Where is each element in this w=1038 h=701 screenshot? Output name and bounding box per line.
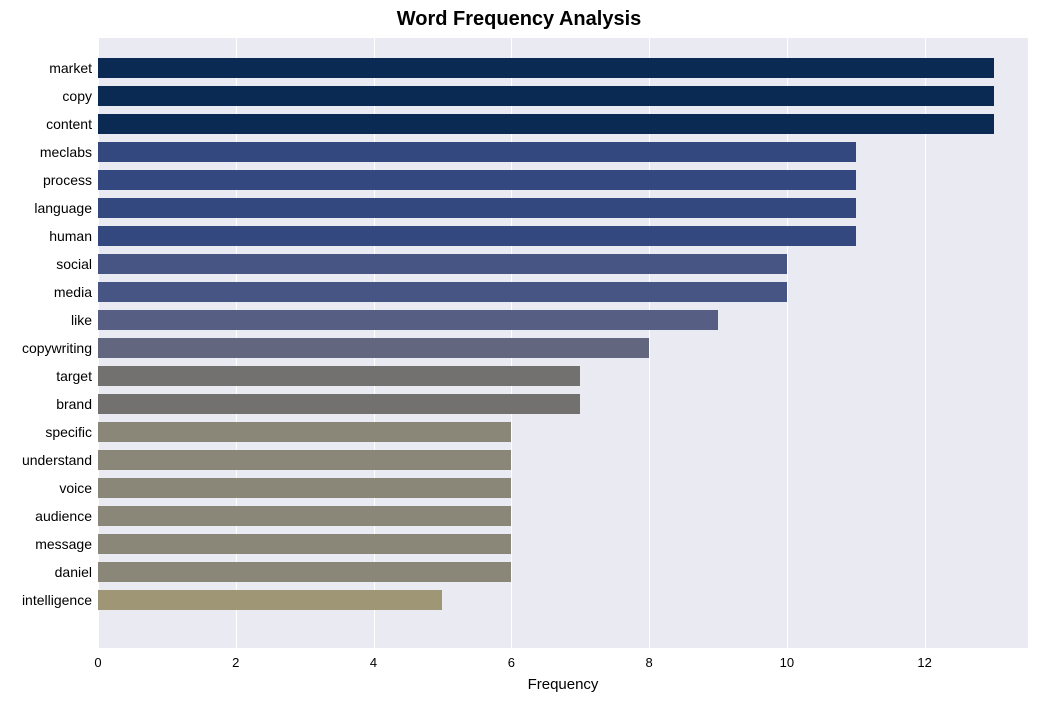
bar (98, 226, 856, 246)
bar (98, 282, 787, 302)
y-tick-label: understand (22, 452, 98, 468)
y-tick-label: meclabs (40, 144, 98, 160)
x-tick-label: 6 (508, 655, 515, 670)
bar (98, 394, 580, 414)
y-tick-label: message (35, 536, 98, 552)
y-tick-label: daniel (55, 564, 98, 580)
chart-title: Word Frequency Analysis (0, 0, 1038, 31)
y-tick-label: social (56, 256, 98, 272)
bar (98, 254, 787, 274)
y-tick-label: brand (56, 396, 98, 412)
y-tick-label: market (49, 60, 98, 76)
y-tick-label: specific (45, 424, 98, 440)
bar (98, 534, 511, 554)
y-tick-label: voice (59, 480, 98, 496)
chart-container: Word Frequency Analysis Frequency 024681… (0, 0, 1038, 701)
y-tick-label: like (71, 312, 98, 328)
x-tick-label: 12 (917, 655, 931, 670)
y-tick-label: content (46, 116, 98, 132)
bar (98, 590, 442, 610)
bar (98, 562, 511, 582)
y-tick-label: human (49, 228, 98, 244)
bar (98, 170, 856, 190)
bar (98, 114, 994, 134)
bar (98, 198, 856, 218)
bar (98, 142, 856, 162)
x-tick-label: 0 (94, 655, 101, 670)
y-tick-label: target (56, 368, 98, 384)
x-axis-title: Frequency (528, 676, 599, 693)
plot-area: Frequency 024681012marketcopycontentmecl… (98, 38, 1028, 648)
bar (98, 86, 994, 106)
y-tick-label: intelligence (22, 592, 98, 608)
y-tick-label: copy (62, 88, 98, 104)
bar (98, 478, 511, 498)
bar (98, 310, 718, 330)
bar (98, 450, 511, 470)
bar (98, 366, 580, 386)
y-tick-label: audience (35, 508, 98, 524)
y-tick-label: language (34, 200, 98, 216)
bar (98, 422, 511, 442)
x-tick-label: 2 (232, 655, 239, 670)
x-tick-label: 8 (645, 655, 652, 670)
y-tick-label: process (43, 172, 98, 188)
x-tick-label: 10 (780, 655, 794, 670)
y-tick-label: media (54, 284, 98, 300)
bar (98, 58, 994, 78)
bar (98, 338, 649, 358)
x-tick-label: 4 (370, 655, 377, 670)
y-tick-label: copywriting (22, 340, 98, 356)
bar (98, 506, 511, 526)
